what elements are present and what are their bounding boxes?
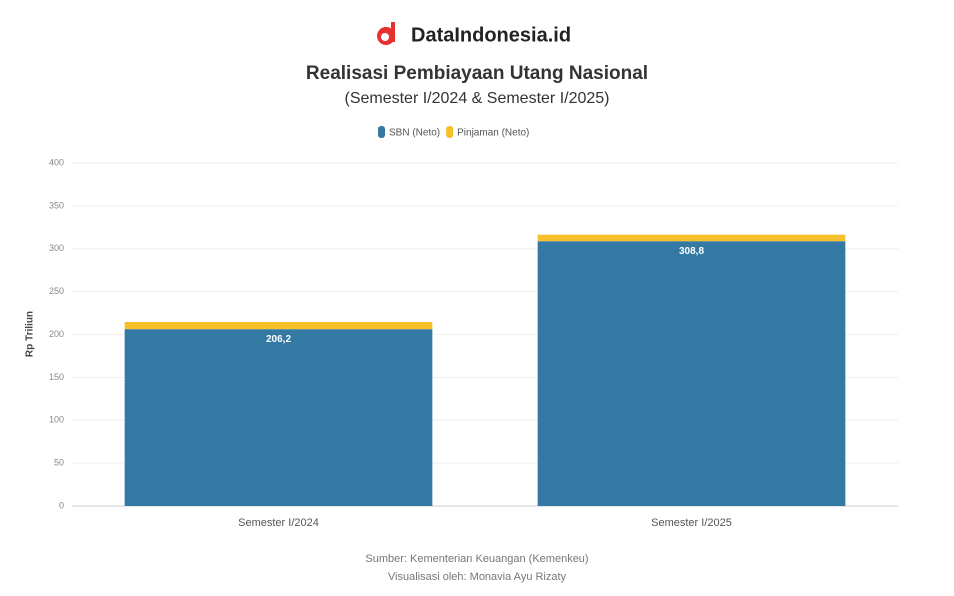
source: Sumber: Kementerian Keuangan (Kemenkeu) [365,553,588,565]
logo [381,33,389,41]
bar-segment [537,234,846,242]
bar-segment [124,321,433,330]
bar-segment [537,241,846,507]
legend-label: Pinjaman (Neto) [457,128,529,139]
data-label: 206,2 [266,334,291,345]
brand: DataIndonesia.id [411,24,571,46]
y-tick-label: 50 [54,458,64,468]
legend-label: SBN (Neto) [389,128,440,139]
y-tick-label: 150 [49,372,64,382]
y-tick-label: 100 [49,415,64,425]
legend-swatch [446,126,454,138]
chart-subtitle: (Semester I/2024 & Semester I/2025) [344,90,609,107]
data-label: 308,8 [679,246,704,257]
y-tick-label: 200 [49,329,64,339]
y-tick-label: 250 [49,286,64,296]
y-tick-label: 0 [59,500,64,510]
x-tick-label: Semester I/2024 [238,517,319,529]
y-tick-label: 300 [49,243,64,253]
legend-swatch [378,126,385,138]
credit: Visualisasi oleh: Monavia Ayu Rizaty [388,571,567,583]
chart-title: Realisasi Pembiayaan Utang Nasional [306,63,648,84]
bar-segment [124,329,433,506]
x-tick-label: Semester I/2025 [651,517,732,529]
logo [391,22,395,42]
y-tick-label: 400 [49,157,64,167]
y-axis-label: Rp Triliun [25,311,36,357]
y-tick-label: 350 [49,200,64,210]
